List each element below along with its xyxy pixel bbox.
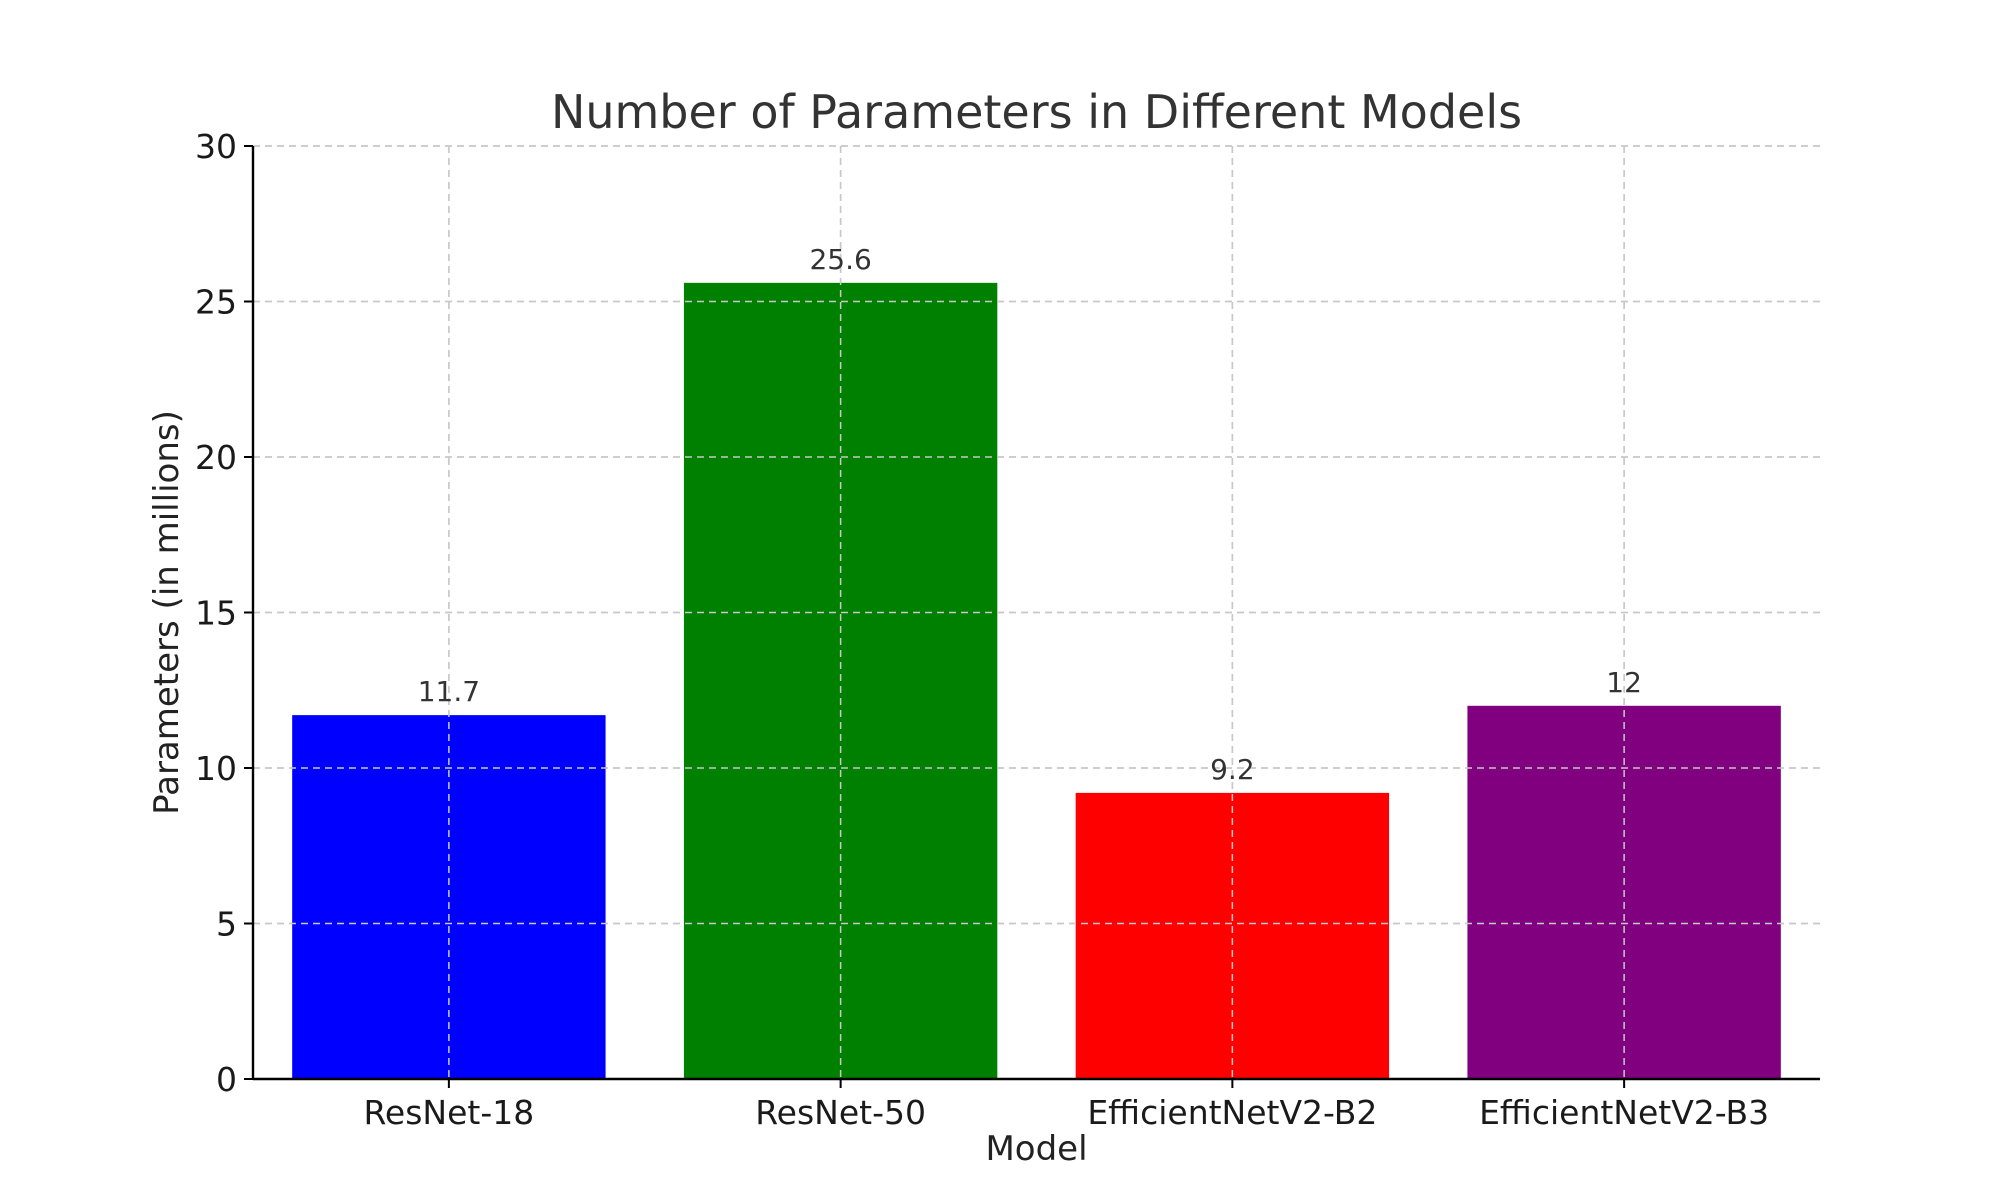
- x-ticks: ResNet-18 ResNet-50 EfficientNetV2-B2 Effic…: [363, 1079, 1769, 1132]
- y-tick-label: 5: [216, 905, 237, 944]
- y-axis-title: Parameters (in millions): [147, 410, 187, 815]
- y-tick-label: 25: [195, 283, 237, 322]
- data-label: 12: [1606, 666, 1642, 699]
- x-axis-title: Model: [985, 1129, 1087, 1169]
- x-tick-label: ResNet-50: [755, 1093, 926, 1132]
- bars: [292, 282, 1781, 1080]
- data-label: 9.2: [1210, 753, 1255, 786]
- data-label: 11.7: [418, 675, 480, 708]
- y-tick-label: 15: [195, 594, 237, 633]
- data-labels: 11.7 25.6 9.2 12: [418, 243, 1642, 786]
- data-label: 25.6: [809, 243, 871, 276]
- y-ticks: 0 5 10 15 20 25 30: [195, 127, 253, 1099]
- bar-efficientnetv2-b2: [1075, 792, 1390, 1079]
- y-tick-label: 10: [195, 749, 237, 788]
- x-tick-label: EfficientNetV2-B3: [1479, 1093, 1769, 1132]
- x-tick-label: ResNet-18: [363, 1093, 534, 1132]
- y-tick-label: 30: [195, 127, 237, 166]
- x-tick-label: EfficientNetV2-B2: [1087, 1093, 1377, 1132]
- y-tick-label: 20: [195, 438, 237, 477]
- chart-title: Number of Parameters in Different Models: [551, 85, 1522, 139]
- y-tick-label: 0: [216, 1060, 237, 1099]
